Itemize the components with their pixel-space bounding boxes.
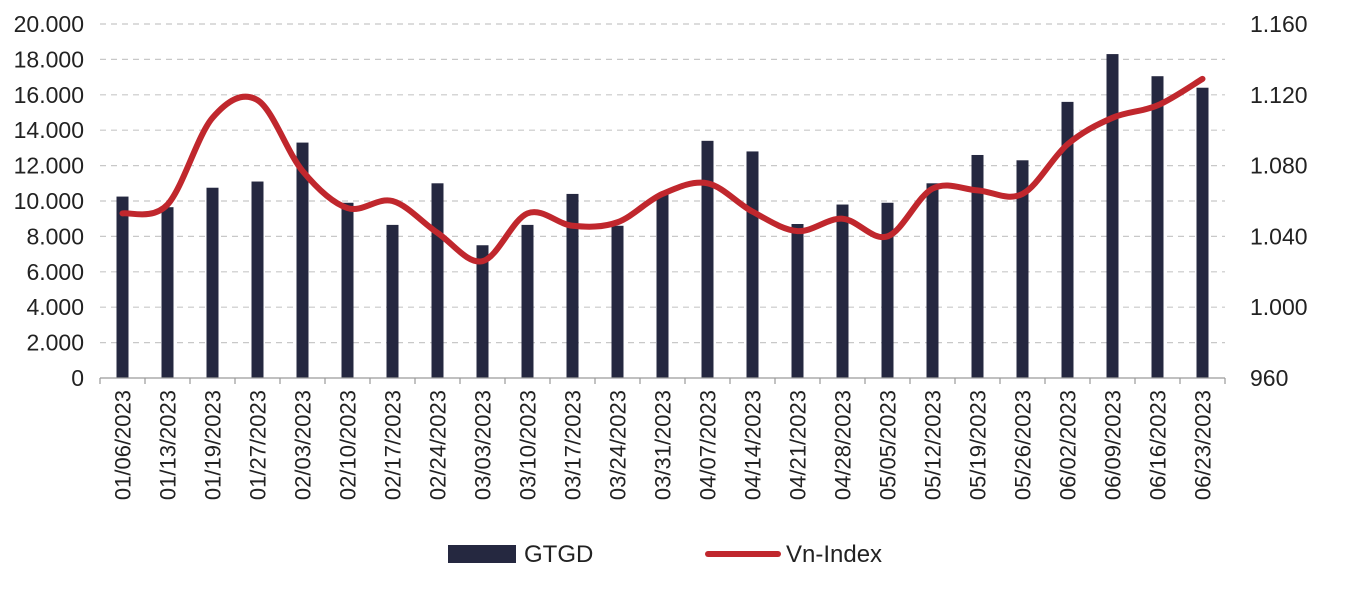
gtgd-bar [611, 225, 624, 378]
x-tick-label: 05/12/2023 [921, 390, 946, 500]
gtgd-bar [1106, 54, 1119, 379]
x-tick-label: 06/23/2023 [1191, 390, 1216, 500]
x-tick-label: 04/07/2023 [696, 390, 721, 500]
legend: GTGD Vn-Index [448, 541, 882, 568]
x-tick-label: 05/26/2023 [1011, 390, 1036, 500]
x-tick-label: 04/28/2023 [831, 390, 856, 500]
x-axis-tick-labels: 01/06/2023 01/13/2023 01/19/2023 01/27/2023… [111, 390, 1216, 500]
gtgd-bar [476, 245, 489, 378]
vn-index-line [119, 75, 1206, 265]
x-tick-label: 02/24/2023 [426, 390, 451, 500]
x-tick-label: 03/24/2023 [606, 390, 631, 500]
axes [99, 377, 1226, 384]
gtgd-bar [116, 196, 129, 378]
x-tick-label: 02/10/2023 [336, 390, 361, 500]
gtgd-bar [386, 224, 399, 378]
gtgd-bar [1061, 101, 1074, 378]
left-y-tick-label: 10.000 [14, 188, 84, 214]
vn-index-line-group [119, 75, 1206, 265]
left-y-tick-label: 6.000 [26, 259, 84, 285]
gtgd-bar [566, 193, 579, 378]
gtgd-bar [836, 204, 849, 378]
gtgd-bar [746, 151, 759, 378]
gtgd-bar [701, 140, 714, 378]
gtgd-bar [881, 202, 894, 378]
left-y-tick-label: 0 [71, 365, 84, 391]
x-tick-label: 03/31/2023 [651, 390, 676, 500]
right-y-tick-label: 1.160 [1250, 11, 1308, 37]
left-y-tick-label: 18.000 [14, 46, 84, 72]
gtgd-bar [161, 207, 174, 378]
left-y-tick-label: 14.000 [14, 117, 84, 143]
x-tick-label: 06/09/2023 [1101, 390, 1126, 500]
gtgd-bar [656, 193, 669, 378]
gtgd-bar [296, 142, 309, 378]
left-y-tick-label: 20.000 [14, 11, 84, 37]
x-tick-label: 02/03/2023 [291, 390, 316, 500]
gtgd-bar [1151, 76, 1164, 378]
left-y-tick-label: 12.000 [14, 153, 84, 179]
x-tick-label: 03/17/2023 [561, 390, 586, 500]
x-tick-label: 01/13/2023 [156, 390, 181, 500]
right-y-tick-label: 1.000 [1250, 294, 1308, 320]
x-tick-label: 02/17/2023 [381, 390, 406, 500]
gtgd-bar [431, 183, 444, 378]
x-tick-label: 03/03/2023 [471, 390, 496, 500]
x-tick-label: 01/27/2023 [246, 390, 271, 500]
gtgd-bar [926, 183, 939, 378]
left-y-tick-label: 16.000 [14, 82, 84, 108]
legend-label-gtgd: GTGD [524, 541, 593, 568]
x-tick-label: 04/21/2023 [786, 390, 811, 500]
gtgd-bar [521, 224, 534, 378]
x-tick-label: 01/19/2023 [201, 390, 226, 500]
left-axis-tick-labels: 0 2.000 4.000 6.000 8.000 10.000 12.000 14.000 1… [14, 11, 84, 391]
gtgd-bar [1196, 87, 1209, 378]
x-tick-label: 05/05/2023 [876, 390, 901, 500]
x-tick-label: 03/10/2023 [516, 390, 541, 500]
gtgd-bar [971, 154, 984, 378]
legend-label-vn-index: Vn-Index [786, 541, 882, 568]
x-tick-label: 06/02/2023 [1056, 390, 1081, 500]
gtgd-bar [206, 187, 219, 378]
gtgd-bars [116, 54, 1209, 379]
left-y-tick-label: 2.000 [26, 330, 84, 356]
right-axis-tick-labels: 960 1.000 1.040 1.080 1.120 1.160 [1250, 11, 1308, 391]
right-y-tick-label: 960 [1250, 365, 1288, 391]
x-tick-label: 05/19/2023 [966, 390, 991, 500]
gtgd-bar [251, 181, 264, 378]
gtgd-bar [791, 224, 804, 378]
right-y-tick-label: 1.120 [1250, 82, 1308, 108]
x-tick-label: 04/14/2023 [741, 390, 766, 500]
left-y-tick-label: 4.000 [26, 294, 84, 320]
legend-swatch-gtgd [448, 545, 516, 563]
gtgd-bar [341, 202, 354, 378]
right-y-tick-label: 1.080 [1250, 153, 1308, 179]
left-y-tick-label: 8.000 [26, 223, 84, 249]
gtgd-bar [1016, 160, 1029, 378]
x-tick-label: 01/06/2023 [111, 390, 136, 500]
x-tick-label: 06/16/2023 [1146, 390, 1171, 500]
right-y-tick-label: 1.040 [1250, 223, 1308, 249]
